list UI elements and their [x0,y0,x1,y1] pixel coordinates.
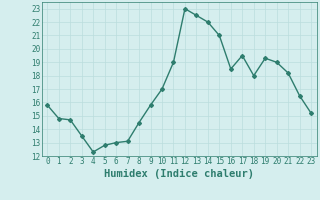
X-axis label: Humidex (Indice chaleur): Humidex (Indice chaleur) [104,169,254,179]
